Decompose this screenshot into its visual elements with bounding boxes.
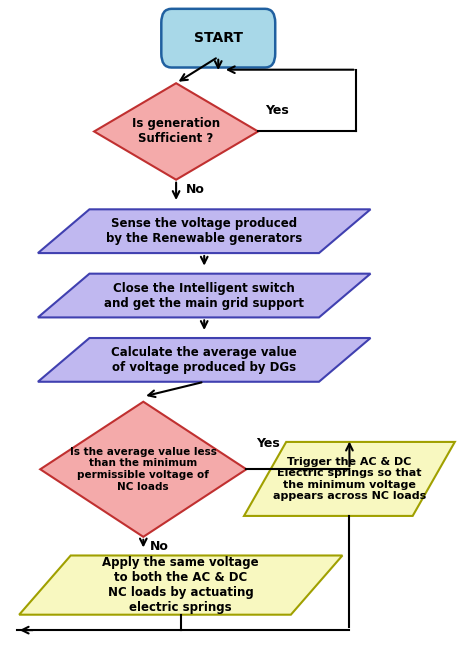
Text: Apply the same voltage
to both the AC & DC
NC loads by actuating
electric spring: Apply the same voltage to both the AC & …: [102, 556, 259, 614]
Text: Close the Intelligent switch
and get the main grid support: Close the Intelligent switch and get the…: [104, 282, 304, 310]
Text: Is generation
Sufficient ?: Is generation Sufficient ?: [132, 117, 220, 145]
Polygon shape: [38, 338, 371, 382]
Text: Trigger the AC & DC
Electric springs so that
the minimum voltage
appears across : Trigger the AC & DC Electric springs so …: [273, 456, 426, 501]
Text: Yes: Yes: [265, 104, 289, 117]
Polygon shape: [94, 83, 258, 180]
Polygon shape: [244, 442, 455, 516]
FancyBboxPatch shape: [161, 9, 275, 67]
Text: No: No: [150, 540, 169, 553]
Polygon shape: [40, 402, 246, 537]
Polygon shape: [38, 274, 371, 317]
Text: Sense the voltage produced
by the Renewable generators: Sense the voltage produced by the Renewa…: [106, 217, 302, 245]
Polygon shape: [19, 556, 342, 615]
Text: START: START: [194, 31, 243, 45]
Text: Yes: Yes: [256, 437, 280, 450]
Polygon shape: [38, 210, 371, 253]
Text: No: No: [185, 183, 204, 196]
Text: Is the average value less
than the minimum
permissible voltage of
NC loads: Is the average value less than the minim…: [70, 447, 217, 492]
Text: Calculate the average value
of voltage produced by DGs: Calculate the average value of voltage p…: [111, 346, 297, 374]
